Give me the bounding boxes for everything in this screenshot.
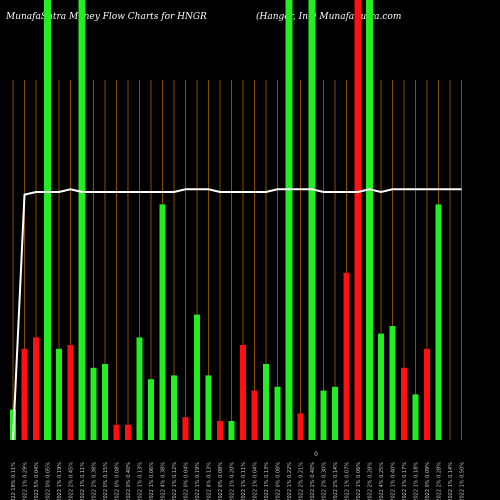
money-flow-bar — [78, 0, 86, 440]
money-flow-bar — [90, 367, 97, 440]
x-tick-label: 03 Wed 2022 0% 0.08% — [276, 462, 282, 500]
money-flow-bar — [159, 204, 166, 440]
x-tick-label: 25 Mon 2022 1% 0.19% — [195, 462, 201, 500]
x-tick-label: 03 Fri 2022 18% 0.11% — [11, 462, 17, 500]
x-tick-label: 04 Mon 2022 1% 0.29% — [23, 462, 29, 500]
y-axis-zero-label: 0 — [314, 451, 318, 458]
money-flow-bar — [263, 364, 269, 440]
x-tick-label: 31 Fri 2022 1% 0.11% — [241, 462, 247, 500]
money-flow-bar — [148, 379, 154, 440]
money-flow-bar — [297, 413, 304, 440]
money-flow-bar — [343, 272, 350, 440]
x-tick-label: 19 Tue 2022 1% 0.06% — [149, 462, 155, 500]
x-tick-label: 16 Tue 2022 4% 0.25% — [379, 462, 385, 500]
money-flow-bar — [182, 417, 189, 440]
x-tick-label: 15 Mon 2022 2% 0.28% — [368, 462, 374, 500]
x-tick-label: 28 Thu 2022 1% 0.20% — [230, 462, 236, 500]
x-tick-label: 10 Fri 2022 2% 0.45% — [69, 462, 75, 500]
money-flow-bar — [412, 394, 419, 440]
x-tick-label: 18 Thu 2022 1% 0.17% — [402, 462, 408, 500]
x-tick-label: 07 Fri 2022 2% 0.21% — [299, 462, 305, 500]
x-tick-label: 04 Thu 2022 1% 0.22% — [287, 462, 293, 500]
x-tick-label: 14 Thu 2022 0% 0.08% — [115, 462, 121, 500]
x-tick-label: 10 Wed 2022 2% 0.14% — [333, 462, 339, 500]
money-flow-bar — [424, 348, 430, 440]
x-tick-label: 24 Wed 2022 1% 0.14% — [448, 462, 454, 500]
money-flow-bar — [435, 204, 442, 440]
money-flow-bar — [366, 0, 373, 440]
x-tick-label: 11 Thu 2022 1% 0.07% — [345, 462, 351, 500]
x-tick-label: 27 Wed 2022 0% 0.08% — [218, 462, 224, 500]
x-tick-label: 22 Mon 2022 0% 0.09% — [425, 462, 431, 500]
x-tick-label: 26 Tue 2022 4% 0.13% — [207, 462, 213, 500]
x-tick-label: 17 Wed 2022 1% 0.40% — [391, 462, 397, 500]
money-flow-bar — [194, 314, 200, 440]
money-flow-bars — [10, 0, 442, 440]
x-tick-label: 20 Wed 2022 4% 0.38% — [161, 462, 167, 500]
x-tick-label: 24 Fri 2022 0% 0.04% — [184, 462, 190, 500]
x-tick-label: 25 Thu 2022 1% 0.50% — [460, 462, 466, 500]
x-tick-label: 09 Tue 2022 2% 0.30% — [322, 462, 328, 500]
money-flow-bar — [320, 390, 327, 440]
money-flow-bar — [113, 424, 120, 440]
x-tick-label: 18 Mon 2022 1% 0.13% — [138, 462, 144, 500]
money-flow-bar — [378, 333, 384, 440]
money-flow-bar — [171, 375, 177, 440]
x-tick-label: 23 Tue 2022 2% 0.28% — [437, 462, 443, 500]
x-tick-label: 07 Thu 2022 1% 0.19% — [57, 462, 63, 500]
money-flow-bar — [136, 337, 143, 440]
money-flow-bar — [240, 345, 246, 440]
money-flow-bar — [354, 0, 362, 440]
money-flow-bar — [67, 345, 74, 440]
money-flow-bar — [332, 386, 338, 440]
x-tick-label: 06 Wed 2022 0% 0.05% — [46, 462, 52, 500]
money-flow-bar — [21, 348, 28, 440]
x-tick-label: 08 Mon 2022 2% 0.40% — [310, 462, 316, 500]
money-flow-bar — [285, 0, 293, 440]
money-flow-bar — [56, 348, 62, 440]
money-flow-bar — [125, 424, 131, 440]
money-flow-bar — [308, 0, 316, 440]
money-flow-bar — [389, 326, 396, 440]
money-flow-bar — [251, 390, 258, 440]
x-tick-label: 17 Fri 2022 0% 0.40% — [126, 462, 132, 500]
x-tick-label: 21 Thu 2022 1% 0.12% — [172, 462, 178, 500]
money-flow-bar — [274, 386, 281, 440]
x-tick-label: 05 Tue 2022 5% 0.04% — [34, 462, 40, 500]
x-tick-label: 11 Mon 2022 1% 0.11% — [80, 462, 86, 500]
x-axis-ticks: 03 Fri 2022 18% 0.11% 04 Mon 2022 1% 0.29… — [11, 462, 466, 500]
x-tick-label: 13 Wed 2022 0% 0.15% — [103, 462, 109, 500]
money-flow-bar — [401, 367, 407, 440]
money-flow-bar — [44, 0, 51, 440]
money-flow-bar — [228, 421, 235, 440]
x-tick-label: 02 Tue 2022 1% 0.13% — [264, 462, 270, 500]
x-tick-label: 12 Tue 2022 2% 0.38% — [92, 462, 98, 500]
money-flow-bar — [102, 364, 108, 440]
price-line — [12, 188, 462, 441]
money-flow-bar — [205, 375, 212, 440]
money-flow-bar — [33, 337, 39, 440]
x-tick-label: 21 Fri 2022 1% 0.18% — [414, 462, 420, 500]
x-tick-label: 01 Mon 2022 1% 0.04% — [253, 462, 259, 500]
chart-title: MunafaSutra Money Flow Charts for HNGR — [6, 12, 207, 22]
x-tick-label: 14 Fri 2022 1% 0.06% — [356, 462, 362, 500]
money-flow-bar — [217, 421, 223, 440]
chart-subtitle: (Hanger, Inc) MunafaSutra.com — [256, 12, 402, 22]
